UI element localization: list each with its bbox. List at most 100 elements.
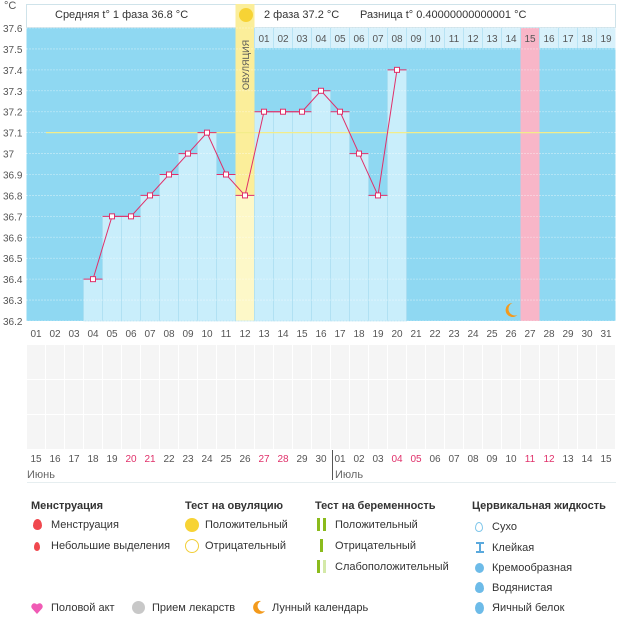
cycle-day-label: 12 bbox=[239, 329, 251, 340]
cycle-day-label: 13 bbox=[258, 329, 270, 340]
calendar-date: 21 bbox=[144, 454, 156, 465]
symptom-cell bbox=[293, 380, 311, 414]
phase2-day-label: 04 bbox=[315, 34, 327, 45]
cycle-day-label: 07 bbox=[144, 329, 156, 340]
symptom-cell bbox=[464, 415, 482, 449]
symptom-cell bbox=[559, 415, 577, 449]
symptom-cell bbox=[559, 380, 577, 414]
cycle-day-label: 03 bbox=[68, 329, 80, 340]
temperature-bar bbox=[159, 174, 179, 322]
cycle-day-label: 23 bbox=[448, 329, 460, 340]
calendar-date: 26 bbox=[239, 454, 251, 465]
symptom-cell bbox=[597, 345, 615, 379]
symptom-cell bbox=[407, 415, 425, 449]
symptom-cell bbox=[445, 380, 463, 414]
symptom-cell bbox=[331, 345, 349, 379]
symptom-cell bbox=[312, 380, 330, 414]
y-tick-label: 36.3 bbox=[3, 296, 23, 307]
symptom-cell bbox=[103, 345, 121, 379]
calendar-date: 11 bbox=[525, 454, 536, 465]
ovulation-negative-icon bbox=[185, 539, 199, 553]
egg-white-icon bbox=[475, 602, 484, 614]
cycle-day-label: 11 bbox=[221, 329, 232, 340]
phase2-day-label: 19 bbox=[600, 34, 612, 45]
cycle-day-label: 01 bbox=[30, 329, 42, 340]
cycle-day-label: 02 bbox=[49, 329, 61, 340]
calendar-date: 15 bbox=[600, 454, 612, 465]
symptom-cell bbox=[27, 380, 45, 414]
symptom-cell bbox=[198, 415, 216, 449]
symptom-cell bbox=[179, 345, 197, 379]
cycle-day-label: 18 bbox=[353, 329, 365, 340]
legend-dry: Сухо bbox=[492, 521, 517, 533]
symptom-cell bbox=[141, 380, 159, 414]
symptom-cell bbox=[84, 415, 102, 449]
calendar-date: 14 bbox=[581, 454, 593, 465]
symptom-cell bbox=[293, 345, 311, 379]
calendar-date: 12 bbox=[543, 454, 555, 465]
cycle-day-label: 08 bbox=[163, 329, 175, 340]
temperature-bar bbox=[102, 216, 122, 322]
symptom-cell bbox=[312, 345, 330, 379]
calendar-date: 02 bbox=[353, 454, 365, 465]
divider bbox=[27, 482, 616, 483]
temperature-bar bbox=[197, 132, 217, 322]
symptom-cell bbox=[597, 415, 615, 449]
cycle-day-label: 04 bbox=[87, 329, 99, 340]
y-tick-label: 36.9 bbox=[3, 171, 23, 182]
highlight-column bbox=[520, 28, 540, 321]
symptom-cell bbox=[502, 380, 520, 414]
symptom-cell bbox=[445, 345, 463, 379]
legend-intercourse: Половой акт bbox=[51, 602, 115, 614]
calendar-date: 22 bbox=[163, 454, 175, 465]
symptom-cell bbox=[540, 345, 558, 379]
phase2-average: 2 фаза 37.2 °C bbox=[264, 9, 340, 21]
temperature-point bbox=[280, 108, 286, 115]
legend-lunar: Лунный календарь bbox=[272, 602, 369, 614]
moon-icon bbox=[505, 303, 518, 317]
symptom-cell bbox=[559, 345, 577, 379]
symptom-cell bbox=[369, 345, 387, 379]
symptom-cell bbox=[502, 345, 520, 379]
month-june: Июнь bbox=[27, 469, 55, 481]
temperature-point bbox=[204, 129, 210, 136]
phase2-day-label: 02 bbox=[277, 34, 289, 45]
cycle-day-label: 22 bbox=[429, 329, 441, 340]
phase2-day-label: 07 bbox=[372, 34, 384, 45]
symptom-cell bbox=[84, 345, 102, 379]
temperature-point bbox=[109, 213, 115, 220]
legend-spotting: Небольшие выделения bbox=[51, 540, 171, 552]
symptom-cell bbox=[464, 380, 482, 414]
symptom-cell bbox=[217, 380, 235, 414]
cycle-day-label: 06 bbox=[125, 329, 137, 340]
symptom-cell bbox=[293, 415, 311, 449]
ovulation-positive-icon bbox=[185, 518, 199, 532]
symptom-cell bbox=[160, 415, 178, 449]
phase2-day-label: 14 bbox=[505, 34, 517, 45]
legend-menstruation-title: Менструация bbox=[31, 500, 104, 512]
cycle-day-label: 30 bbox=[581, 329, 593, 340]
cycle-day-label: 21 bbox=[410, 329, 422, 340]
temperature-point bbox=[394, 66, 400, 73]
y-tick-label: 36.6 bbox=[3, 233, 23, 244]
symptom-cell bbox=[27, 415, 45, 449]
spotting-drop-icon bbox=[34, 542, 40, 551]
temperature-point bbox=[356, 150, 362, 157]
symptom-cell bbox=[65, 415, 83, 449]
header-box bbox=[26, 4, 616, 28]
symptom-cell bbox=[141, 415, 159, 449]
symptom-cell bbox=[369, 415, 387, 449]
sticky-icon bbox=[476, 542, 484, 553]
legend-pregnancy-test-title: Тест на беременность bbox=[315, 500, 436, 512]
symptom-cell bbox=[84, 380, 102, 414]
symptom-cell bbox=[407, 380, 425, 414]
calendar-date: 28 bbox=[277, 454, 289, 465]
phase2-day-label: 13 bbox=[486, 34, 498, 45]
symptom-cell bbox=[502, 415, 520, 449]
calendar-date: 07 bbox=[448, 454, 460, 465]
symptom-cell bbox=[483, 415, 501, 449]
symptom-cell bbox=[388, 380, 406, 414]
symptom-cell bbox=[122, 415, 140, 449]
cycle-day-label: 05 bbox=[106, 329, 118, 340]
symptom-cell bbox=[540, 380, 558, 414]
